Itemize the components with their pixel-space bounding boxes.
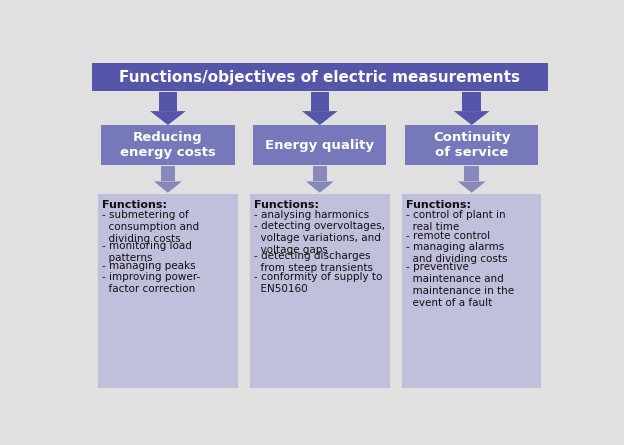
Bar (92, 63, 548, 91)
Text: - remote control: - remote control (406, 231, 490, 241)
Text: - managing alarms
  and dividing costs: - managing alarms and dividing costs (406, 242, 507, 264)
Text: - improving power-
  factor correction: - improving power- factor correction (102, 272, 200, 294)
Bar (311, 92, 329, 111)
Text: - control of plant in
  real time: - control of plant in real time (406, 210, 505, 232)
Text: Continuity
of service: Continuity of service (433, 131, 510, 159)
Bar (98, 194, 238, 388)
Text: Functions:: Functions: (406, 200, 471, 210)
Text: - managing peaks: - managing peaks (102, 261, 196, 271)
Polygon shape (150, 111, 186, 125)
Bar (313, 166, 327, 182)
Bar (250, 194, 389, 388)
Text: - detecting overvoltages,
  voltage variations, and
  voltage gaps: - detecting overvoltages, voltage variat… (254, 221, 385, 255)
Text: Energy quality: Energy quality (265, 138, 374, 152)
Bar (253, 125, 386, 165)
Text: Reducing
energy costs: Reducing energy costs (120, 131, 216, 159)
Bar (160, 166, 175, 182)
Text: - conformity of supply to
  EN50160: - conformity of supply to EN50160 (254, 272, 383, 294)
Bar (101, 125, 235, 165)
Bar (464, 166, 479, 182)
Bar (462, 92, 481, 111)
Text: Functions:: Functions: (254, 200, 319, 210)
Bar (405, 125, 539, 165)
Text: Functions/objectives of electric measurements: Functions/objectives of electric measure… (119, 70, 520, 85)
Polygon shape (306, 182, 334, 193)
Bar (158, 92, 177, 111)
Text: - submetering of
  consumption and
  dividing costs: - submetering of consumption and dividin… (102, 210, 199, 244)
Polygon shape (458, 182, 485, 193)
Bar (402, 194, 542, 388)
Text: Functions:: Functions: (102, 200, 167, 210)
Polygon shape (454, 111, 489, 125)
Polygon shape (302, 111, 338, 125)
Polygon shape (154, 182, 182, 193)
Text: - preventive
  maintenance and
  maintenance in the
  event of a fault: - preventive maintenance and maintenance… (406, 262, 514, 308)
Text: - detecting discharges
  from steep transients: - detecting discharges from steep transi… (254, 251, 373, 273)
Text: - monitoring load
  patterns: - monitoring load patterns (102, 240, 192, 263)
Text: - analysing harmonics: - analysing harmonics (254, 210, 369, 220)
